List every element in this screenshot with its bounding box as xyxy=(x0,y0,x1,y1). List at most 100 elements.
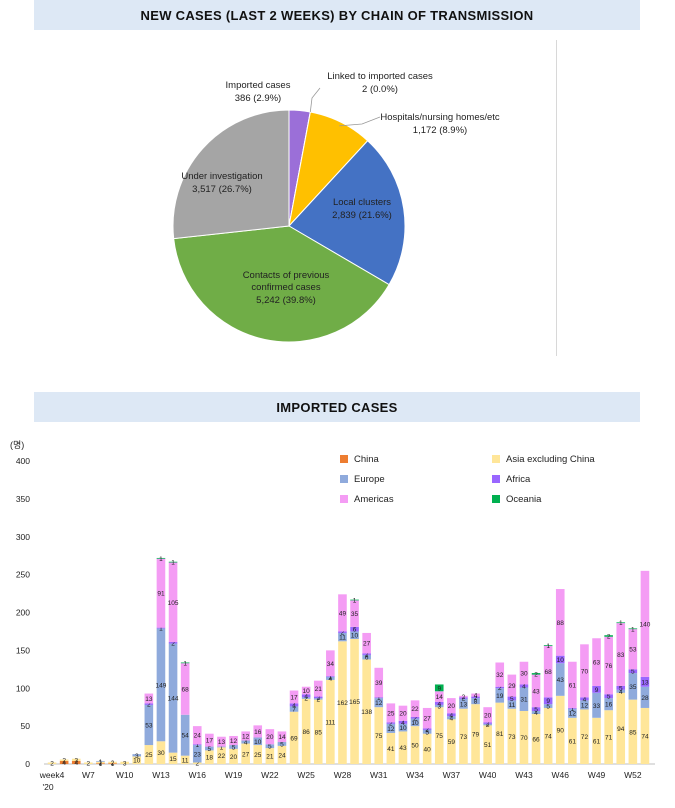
bar-segment-americas xyxy=(422,707,432,729)
bar-segment-europe xyxy=(592,692,601,718)
bar-segment-asia-excluding-china xyxy=(277,745,287,764)
pie-label-name: confirmed cases xyxy=(251,282,320,293)
y-tick-label: 200 xyxy=(16,608,30,618)
bar-segment-europe xyxy=(495,688,505,703)
bar-segment-europe xyxy=(422,729,432,734)
bar-data-label: 69 xyxy=(290,735,298,742)
bar-data-label: 10 xyxy=(133,758,141,765)
bar-data-label: 2 xyxy=(304,696,308,703)
bar-data-label: 5 xyxy=(268,744,272,751)
bar-data-label: 1 xyxy=(546,643,550,650)
bar-data-label: 18 xyxy=(206,755,214,762)
bar-segment-asia-excluding-china xyxy=(531,714,541,764)
bar-data-label: 10 xyxy=(254,739,262,746)
bar-data-label: 4 xyxy=(474,693,478,700)
bar-data-label: 2 xyxy=(50,761,54,768)
bar-data-label: 23 xyxy=(194,751,202,758)
bar-data-label: 20 xyxy=(484,712,492,719)
bar-segment-asia-excluding-china xyxy=(555,695,565,764)
x-tick-label: W28 xyxy=(334,770,352,780)
pie-label-name: Imported cases xyxy=(226,80,291,91)
bar-data-label: 24 xyxy=(278,752,286,759)
bar-data-label: 10 xyxy=(303,688,311,695)
bar-segment-asia-excluding-china xyxy=(108,761,117,764)
bar-data-label: 2 xyxy=(462,694,466,701)
bar-data-label: 8 xyxy=(474,699,478,706)
bar-data-label: 51 xyxy=(484,742,492,749)
bar-data-label: 2 xyxy=(111,760,115,767)
bar-segment-americas xyxy=(543,645,553,698)
bar-segment-americas xyxy=(386,703,396,723)
bar-segment-asia-excluding-china xyxy=(156,741,166,764)
bar-segment-europe xyxy=(555,663,565,696)
bar-data-label: 11 xyxy=(339,635,346,642)
y-tick-label: 300 xyxy=(16,532,30,542)
bar-segment-asia-excluding-china xyxy=(120,761,129,764)
bar-segment-americas xyxy=(459,695,468,698)
bar-data-label: 74 xyxy=(545,733,553,740)
bar-segment-asia-excluding-china xyxy=(313,699,323,764)
bar-data-label: 21 xyxy=(266,754,274,761)
bar-data-label: 4 xyxy=(437,701,441,708)
x-tick-label: W52 xyxy=(624,770,642,780)
bar-data-label: 4 xyxy=(304,693,308,700)
bar-segment-americas xyxy=(277,731,287,743)
bar-segment-asia-excluding-china xyxy=(592,717,601,764)
bar-data-label: 31 xyxy=(520,697,528,704)
bar-data-label: 1 xyxy=(99,761,103,768)
bar-data-label: 11 xyxy=(182,757,189,764)
bar-data-label: 5 xyxy=(208,746,212,753)
bar-segment-americas xyxy=(507,674,517,697)
bar-segment-asia-excluding-china xyxy=(326,679,335,764)
bar-segment-americas xyxy=(350,600,359,627)
bar-segment-asia-excluding-china xyxy=(507,708,517,764)
bar-data-label: 12 xyxy=(242,733,250,740)
bar-segment-europe xyxy=(580,700,589,710)
bar-segment-europe xyxy=(531,710,541,715)
bar-segment-europe xyxy=(543,704,553,708)
bar-segment-oceania xyxy=(628,628,638,630)
bar-data-label: 12 xyxy=(230,738,238,745)
bar-data-label: 2 xyxy=(316,696,320,703)
bar-segment-americas xyxy=(253,725,263,738)
bar-segment-americas xyxy=(447,698,456,714)
bar-segment-asia-excluding-china xyxy=(568,717,577,764)
bar-data-label: 88 xyxy=(557,620,565,627)
bar-segment-africa xyxy=(289,703,299,707)
bar-segment-europe xyxy=(447,716,456,720)
bar-segment-europe xyxy=(265,744,275,749)
bar-data-label: 15 xyxy=(169,756,177,763)
legend-label: China xyxy=(354,454,380,465)
bar-data-label: 41 xyxy=(387,746,395,753)
bar-data-label: 27 xyxy=(242,751,250,758)
bar-segment-africa xyxy=(301,694,311,698)
bar-segment-asia-excluding-china xyxy=(338,641,347,764)
bar-segment-africa xyxy=(531,707,541,711)
bar-data-label: 21 xyxy=(315,686,323,693)
bar-segment-africa xyxy=(592,685,601,693)
bar-segment-asia-excluding-china xyxy=(398,731,408,764)
x-tick-label: W10 xyxy=(116,770,134,780)
bar-data-label: 20 xyxy=(266,734,274,741)
pie-label-value: 1,172 (8.9%) xyxy=(413,125,467,136)
bar-segment-asia-excluding-china xyxy=(84,762,93,764)
bar-segment-americas xyxy=(628,629,638,670)
bar-data-label: 1 xyxy=(353,598,357,605)
pie-chart: Imported cases 386 (2.9%) Linked to import… xyxy=(172,71,500,343)
bar-data-label: 35 xyxy=(351,611,359,618)
bar-segment-africa xyxy=(386,722,396,724)
bar-data-label: 54 xyxy=(182,733,190,740)
bar-data-label: 53 xyxy=(145,722,153,729)
bar-segment-asia-excluding-china xyxy=(434,707,444,764)
bar-data-label: 1 xyxy=(329,674,333,681)
bar-data-label: 28 xyxy=(641,695,649,702)
bar-segment-americas xyxy=(217,736,226,747)
bar-segment-americas xyxy=(568,661,577,708)
bar-segment-asia-excluding-china xyxy=(144,745,154,764)
bar-segment-africa xyxy=(471,696,480,699)
bar-data-label: 76 xyxy=(605,663,613,670)
bar-data-label: 3 xyxy=(135,753,139,760)
bar-segment-europe xyxy=(628,673,638,700)
bar-data-label: 71 xyxy=(605,735,613,742)
bar-segment-americas xyxy=(241,731,250,741)
